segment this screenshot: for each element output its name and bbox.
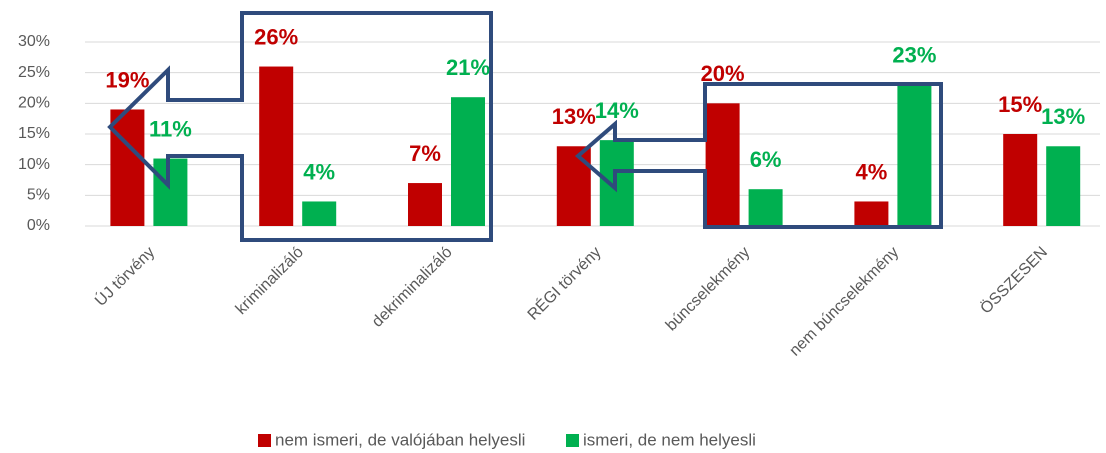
bar: [302, 201, 337, 226]
data-label: 15%: [998, 92, 1042, 117]
data-label: 4%: [303, 159, 335, 184]
data-label: 7%: [409, 141, 441, 166]
y-tick-label: 10%: [18, 156, 50, 173]
bar: [748, 189, 783, 226]
x-tick-label: ÚJ törvény: [91, 242, 159, 310]
y-tick-label: 15%: [18, 125, 50, 142]
data-label: 6%: [750, 147, 782, 172]
bar: [153, 158, 188, 226]
bars: [110, 66, 1081, 227]
bar: [1046, 146, 1081, 226]
data-label: 19%: [105, 67, 149, 92]
legend-label: ismeri, de nem helyesli: [583, 430, 756, 449]
data-label: 21%: [446, 55, 490, 80]
y-tick-label: 0%: [27, 217, 50, 234]
x-tick-label: RÉGI törvény: [523, 242, 604, 323]
y-tick-label: 25%: [18, 64, 50, 81]
data-label: 13%: [1041, 104, 1085, 129]
bar: [897, 84, 932, 226]
x-tick-label: búncselekmény: [663, 244, 754, 335]
data-label: 26%: [254, 24, 298, 49]
bar: [556, 146, 591, 226]
y-tick-label: 20%: [18, 95, 50, 112]
data-label: 13%: [552, 104, 596, 129]
data-label: 11%: [149, 116, 192, 141]
bar: [705, 103, 740, 226]
bar: [854, 201, 889, 226]
data-label: 20%: [701, 61, 745, 86]
legend-label: nem ismeri, de valójában helyesli: [275, 430, 525, 449]
x-tick-label: kriminalizáló: [233, 244, 307, 318]
y-tick-label: 5%: [27, 187, 50, 204]
data-label: 4%: [856, 159, 888, 184]
arrow-left-1: [107, 11, 493, 242]
y-tick-label: 30%: [18, 33, 50, 50]
data-label: 23%: [892, 43, 936, 68]
bar: [408, 183, 442, 226]
data-label: 14%: [595, 98, 639, 123]
bar: [451, 97, 485, 226]
legend-swatch: [566, 434, 579, 447]
legend-swatch: [258, 434, 271, 447]
x-tick-label: dekriminalizáló: [369, 244, 456, 331]
arrow-left-2: [574, 82, 943, 229]
x-tick-label: ÖSSZESEN: [977, 243, 1051, 317]
x-tick-label: nem búncselekmény: [786, 244, 902, 360]
bar: [110, 109, 145, 226]
bar: [1003, 134, 1038, 226]
bar: [259, 66, 294, 227]
grid: [85, 41, 1100, 227]
